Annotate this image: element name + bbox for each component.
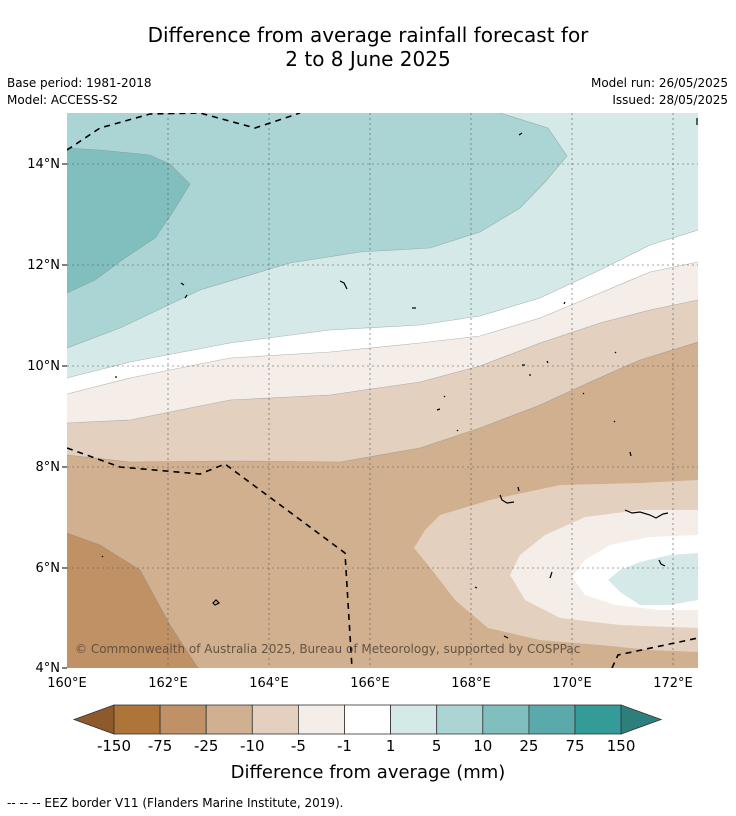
lon-tick-label: 172°E <box>653 676 693 691</box>
legend-title: Difference from average (mm) <box>231 762 506 783</box>
legend-tick-label: 1 <box>386 737 396 755</box>
lat-axis: 14°N 12°N 10°N 8°N 6°N 4°N <box>27 157 67 676</box>
legend-swatch <box>390 704 438 735</box>
legend-tick-label: -75 <box>148 737 173 755</box>
legend-tick-label: 75 <box>565 737 584 755</box>
legend-swatch <box>528 704 576 735</box>
legend-swatch <box>251 704 299 735</box>
legend-swatch <box>344 704 391 735</box>
lon-tick-label: 170°E <box>552 676 592 691</box>
eez-border <box>67 113 698 668</box>
legend-swatch <box>297 704 345 735</box>
legend-tick-label: 150 <box>607 737 636 755</box>
islands <box>101 118 698 639</box>
legend-swatch <box>159 704 207 735</box>
lon-axis: 160°E 162°E 164°E 166°E 168°E 170°E 172°… <box>47 676 693 691</box>
model-run-label: Model run: 26/05/2025 <box>590 76 728 90</box>
legend-swatch <box>482 704 530 735</box>
copyright-notice: © Commonwealth of Australia 2025, Bureau… <box>75 642 580 656</box>
legend-tick-label: 10 <box>473 737 492 755</box>
legend-arrow-low <box>72 704 115 735</box>
legend-tick-label: -150 <box>97 737 131 755</box>
legend-arrow-high <box>620 704 663 735</box>
lat-tick-label: 12°N <box>27 258 60 273</box>
lat-tick-label: 4°N <box>36 661 61 676</box>
lon-tick-label: 164°E <box>249 676 289 691</box>
graticule <box>67 113 698 668</box>
base-period-label: Base period: 1981-2018 <box>7 76 152 90</box>
contour-minus-25-band <box>67 533 198 668</box>
lon-tick-label: 162°E <box>148 676 188 691</box>
legend-swatch <box>205 704 253 735</box>
issued-label: Issued: 28/05/2025 <box>612 93 728 107</box>
lon-tick-label: 166°E <box>350 676 390 691</box>
lat-tick-label: 6°N <box>36 561 61 576</box>
map-panel: © Commonwealth of Australia 2025, Bureau… <box>67 113 698 668</box>
legend-tick-label: 5 <box>432 737 442 755</box>
legend-tick-label: -5 <box>291 737 306 755</box>
lon-tick-label: 160°E <box>47 676 87 691</box>
lat-tick-label: 8°N <box>36 460 61 475</box>
lat-tick-label: 10°N <box>27 359 60 374</box>
legend-colorbar <box>72 704 663 735</box>
title-line-2: 2 to 8 June 2025 <box>285 47 451 71</box>
legend-tick-label: 25 <box>519 737 538 755</box>
contour-plus-25-band <box>67 148 190 293</box>
contour-plus-10-band <box>67 113 567 348</box>
legend-tick-label: -1 <box>337 737 352 755</box>
legend-tick-label: -25 <box>194 737 219 755</box>
legend-swatch <box>113 704 161 735</box>
legend-swatch <box>436 704 484 735</box>
lon-tick-label: 168°E <box>451 676 491 691</box>
legend-swatch <box>574 704 622 735</box>
eez-footer-note: -- -- -- EEZ border V11 (Flanders Marine… <box>7 796 344 810</box>
title-line-1: Difference from average rainfall forecas… <box>147 23 589 47</box>
model-label: Model: ACCESS-S2 <box>7 93 119 107</box>
legend-tick-label: -10 <box>240 737 265 755</box>
southern-wet-patch <box>608 553 698 605</box>
lat-tick-label: 14°N <box>27 157 60 172</box>
legend-tick-labels: -150 -75 -25 -10 -5 -1 1 5 10 25 75 150 <box>97 737 635 755</box>
